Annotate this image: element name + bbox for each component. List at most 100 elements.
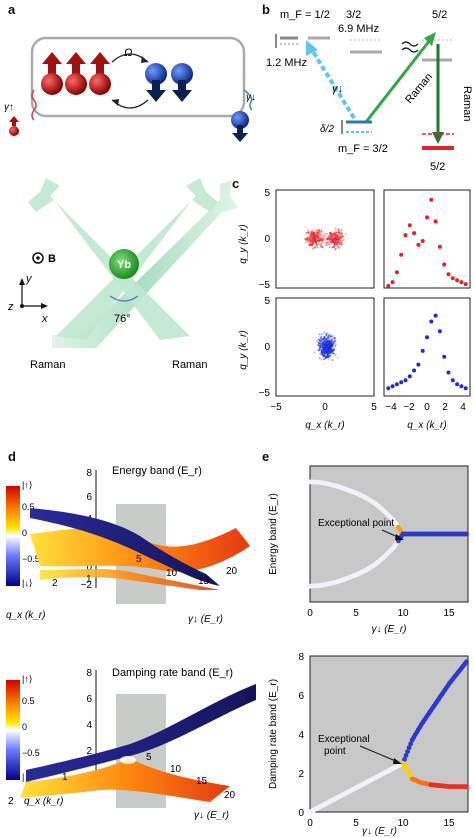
energy-qxtick-2: 2 <box>52 578 58 589</box>
cloud-dot-down <box>323 341 326 344</box>
cloud-dot-up <box>313 240 315 242</box>
cloud-dot-up <box>328 246 331 249</box>
cbar-top-m05: −0.5 <box>22 554 40 564</box>
cloud-dot-up <box>337 238 340 241</box>
cloud-dot-up <box>338 229 340 232</box>
cloud-dot-down <box>326 352 328 355</box>
cloud-dot-up <box>336 241 339 244</box>
cloud-dot-up <box>310 236 313 239</box>
colorbar-bottom <box>6 680 20 780</box>
panel-label-c: c <box>232 176 240 191</box>
cloud-dot-down <box>327 348 329 351</box>
panel-e-figure: Energy band (E_r) Exceptional point 0 5 … <box>268 465 469 829</box>
cloud-dot-down <box>334 337 336 340</box>
damping-ztick-6: 6 <box>86 694 92 705</box>
cloud-dot-down <box>330 347 333 350</box>
cloud-dot-up <box>307 229 309 232</box>
cloud-dot-up <box>331 240 334 243</box>
damping-point <box>403 753 409 758</box>
yb-atom <box>109 249 139 279</box>
cloud-dot-down <box>318 348 321 351</box>
cloud-dot-down <box>323 362 326 365</box>
cloud-dot-up <box>325 239 328 241</box>
profile-point <box>403 233 408 238</box>
cloud-dot-down <box>322 339 325 342</box>
energy-surface-lower <box>40 569 220 590</box>
cloud-dot-down <box>333 342 335 345</box>
cloud-dot-down <box>325 346 328 349</box>
cloud-dot-up <box>333 241 336 244</box>
cloud-dot-down <box>325 344 328 347</box>
mf-top-label: m_F = 1/2 <box>280 9 330 21</box>
cloud-dot-up <box>331 237 334 239</box>
cloud-dot-down <box>331 352 334 355</box>
cloud-dot-up <box>309 239 311 241</box>
cloud-dot-down <box>329 344 331 347</box>
y-axis-label: y <box>25 273 33 285</box>
cloud-dot-down <box>331 359 334 361</box>
cloud-dot-up <box>331 233 334 236</box>
cloud-dot-up <box>318 236 321 239</box>
cloud-dot-up <box>311 244 314 247</box>
cloud-dot-up <box>338 239 341 241</box>
cloud-dot-up <box>333 237 335 240</box>
cloud-dot-down <box>318 338 321 341</box>
cloud-dot-down <box>329 334 332 336</box>
e-bot-ytick-8: 8 <box>298 652 304 663</box>
cloud-dot-down <box>331 350 333 353</box>
cloud-dot-up <box>336 241 339 243</box>
cloud-dot-up <box>335 242 338 245</box>
damping-gtick-15: 15 <box>196 776 208 787</box>
cloud-dot-down <box>330 335 332 338</box>
cloud-dot-up <box>333 237 336 239</box>
cloud-dot-down <box>319 342 322 345</box>
cloud-dot-up <box>339 232 342 235</box>
cloud-dot-up <box>316 244 318 247</box>
cloud-dot-down <box>329 351 332 354</box>
cloud-dot-up <box>324 235 326 237</box>
damping-point <box>408 741 414 747</box>
cloud-dot-up <box>334 235 337 238</box>
cloud-dot-down <box>321 353 324 356</box>
damping-surface-blue <box>26 684 256 782</box>
damping-qxtick-1: 1 <box>62 772 68 783</box>
cloud-dot-down <box>324 352 326 355</box>
raman-left-label: Raman <box>30 359 65 371</box>
cloud-dot-up <box>339 232 341 235</box>
cloud-dot-up <box>309 241 312 244</box>
e-bot-xtick-10: 10 <box>397 818 409 829</box>
cloud-dot-up <box>340 232 343 235</box>
profile-point <box>390 384 395 389</box>
cloud-dot-up <box>329 232 332 234</box>
raman-arrow-1 <box>364 39 432 123</box>
cloud-dot-down <box>332 337 335 339</box>
cloud-dot-up <box>314 237 316 240</box>
colorbar-top <box>6 486 20 586</box>
cloud-dot-up <box>340 242 343 244</box>
cloud-dot-up <box>340 244 343 246</box>
cloud-dot-up <box>331 239 333 241</box>
profile-point <box>446 272 451 277</box>
cloud-dot-up <box>336 243 338 246</box>
cloud-dot-up <box>304 237 306 240</box>
profile-point <box>429 319 434 324</box>
decay-down-wave <box>243 89 253 111</box>
cloud-dot-up <box>334 227 337 230</box>
cloud-dot-up <box>340 233 342 236</box>
cloud-dot-down <box>325 348 327 350</box>
profile-point <box>407 374 412 379</box>
cloud-dot-down <box>325 338 327 341</box>
cloud-dot-up <box>334 236 337 239</box>
cloud-dot-up <box>305 238 308 241</box>
energy-gtick-20: 20 <box>226 566 238 577</box>
cloud-dot-down <box>331 335 333 338</box>
cbar-top-down: |↓⟩ <box>22 578 32 588</box>
cloud-dot-up <box>311 240 313 243</box>
cloud-dot-down <box>321 346 323 348</box>
cloud-dot-up <box>336 241 338 244</box>
damping-gtick-10: 10 <box>170 764 182 775</box>
cloud-dot-up <box>340 233 343 236</box>
cloud-dot-up <box>317 235 319 238</box>
cloud-dot-up <box>334 233 337 235</box>
profile-point <box>416 362 421 367</box>
